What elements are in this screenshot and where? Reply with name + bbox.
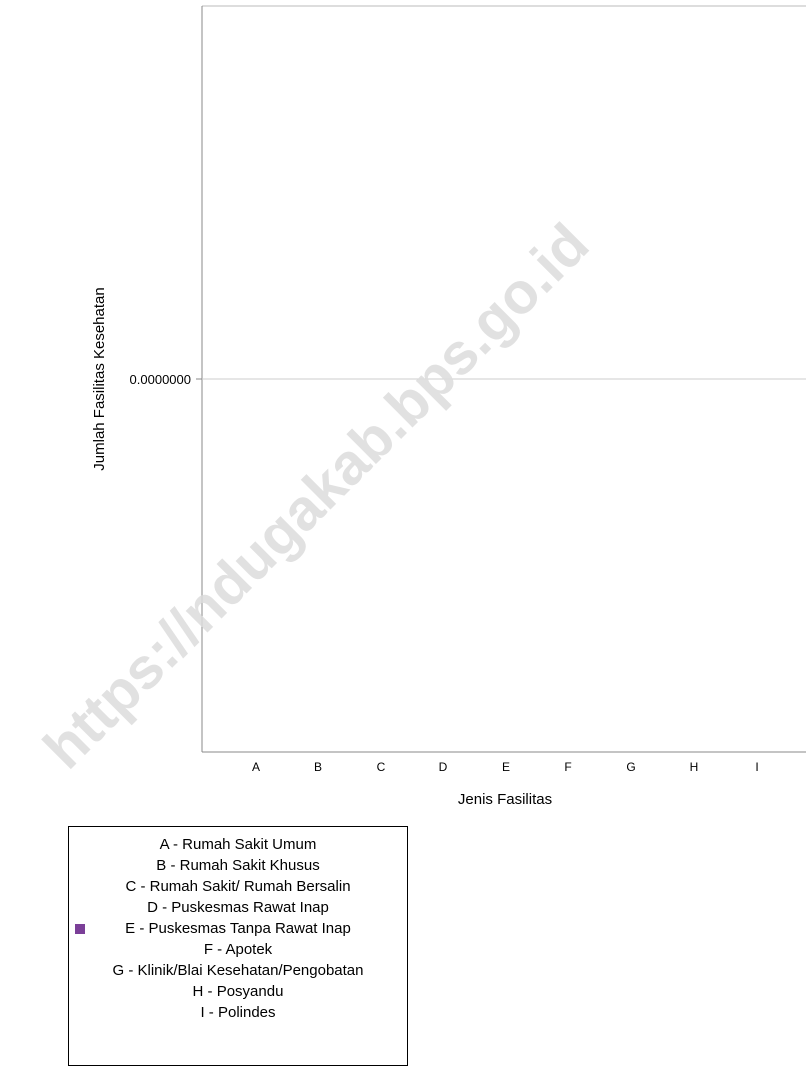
legend-label: A - Rumah Sakit Umum (159, 836, 317, 853)
y-tick-label: 0.0000000 (130, 372, 191, 387)
legend-item-e: E - Puskesmas Tanpa Rawat Inap (69, 918, 407, 939)
legend-item-f: F - Apotek (69, 939, 407, 960)
legend-swatch-square-icon (75, 924, 85, 934)
legend-label: F - Apotek (203, 941, 273, 958)
legend-item-b: B - Rumah Sakit Khusus (69, 855, 407, 876)
x-tick-label-f: F (564, 760, 571, 774)
legend-label: H - Posyandu (192, 983, 284, 1000)
legend-label: D - Puskesmas Rawat Inap (147, 899, 329, 916)
legend-item-d: D - Puskesmas Rawat Inap (69, 897, 407, 918)
legend-item-h: H - Posyandu (69, 981, 407, 1002)
x-tick-labels: A B C D E F G H I (252, 760, 759, 774)
legend-label: B - Rumah Sakit Khusus (156, 857, 320, 874)
x-tick-label-d: D (439, 760, 448, 774)
x-tick-label-e: E (502, 760, 510, 774)
legend-label: I - Polindes (200, 1004, 276, 1021)
x-tick-label-a: A (252, 760, 260, 774)
legend-label: C - Rumah Sakit/ Rumah Bersalin (125, 878, 351, 895)
x-tick-label-h: H (690, 760, 699, 774)
y-axis-title: Jumlah Fasilitas Kesehatan (91, 287, 108, 470)
legend-item-g: G - Klinik/Blai Kesehatan/Pengobatan (69, 960, 407, 981)
legend-item-i: I - Polindes (69, 1002, 407, 1023)
x-tick-label-g: G (626, 760, 635, 774)
legend-label: E - Puskesmas Tanpa Rawat Inap (125, 920, 351, 937)
legend-item-c: C - Rumah Sakit/ Rumah Bersalin (69, 876, 407, 897)
x-tick-label-b: B (314, 760, 322, 774)
x-tick-label-i: I (755, 760, 758, 774)
legend-label: G - Klinik/Blai Kesehatan/Pengobatan (112, 962, 364, 979)
x-axis-title: Jenis Fasilitas (458, 791, 552, 808)
legend: A - Rumah Sakit Umum B - Rumah Sakit Khu… (68, 826, 408, 1066)
legend-item-a: A - Rumah Sakit Umum (69, 834, 407, 855)
x-tick-label-c: C (377, 760, 386, 774)
